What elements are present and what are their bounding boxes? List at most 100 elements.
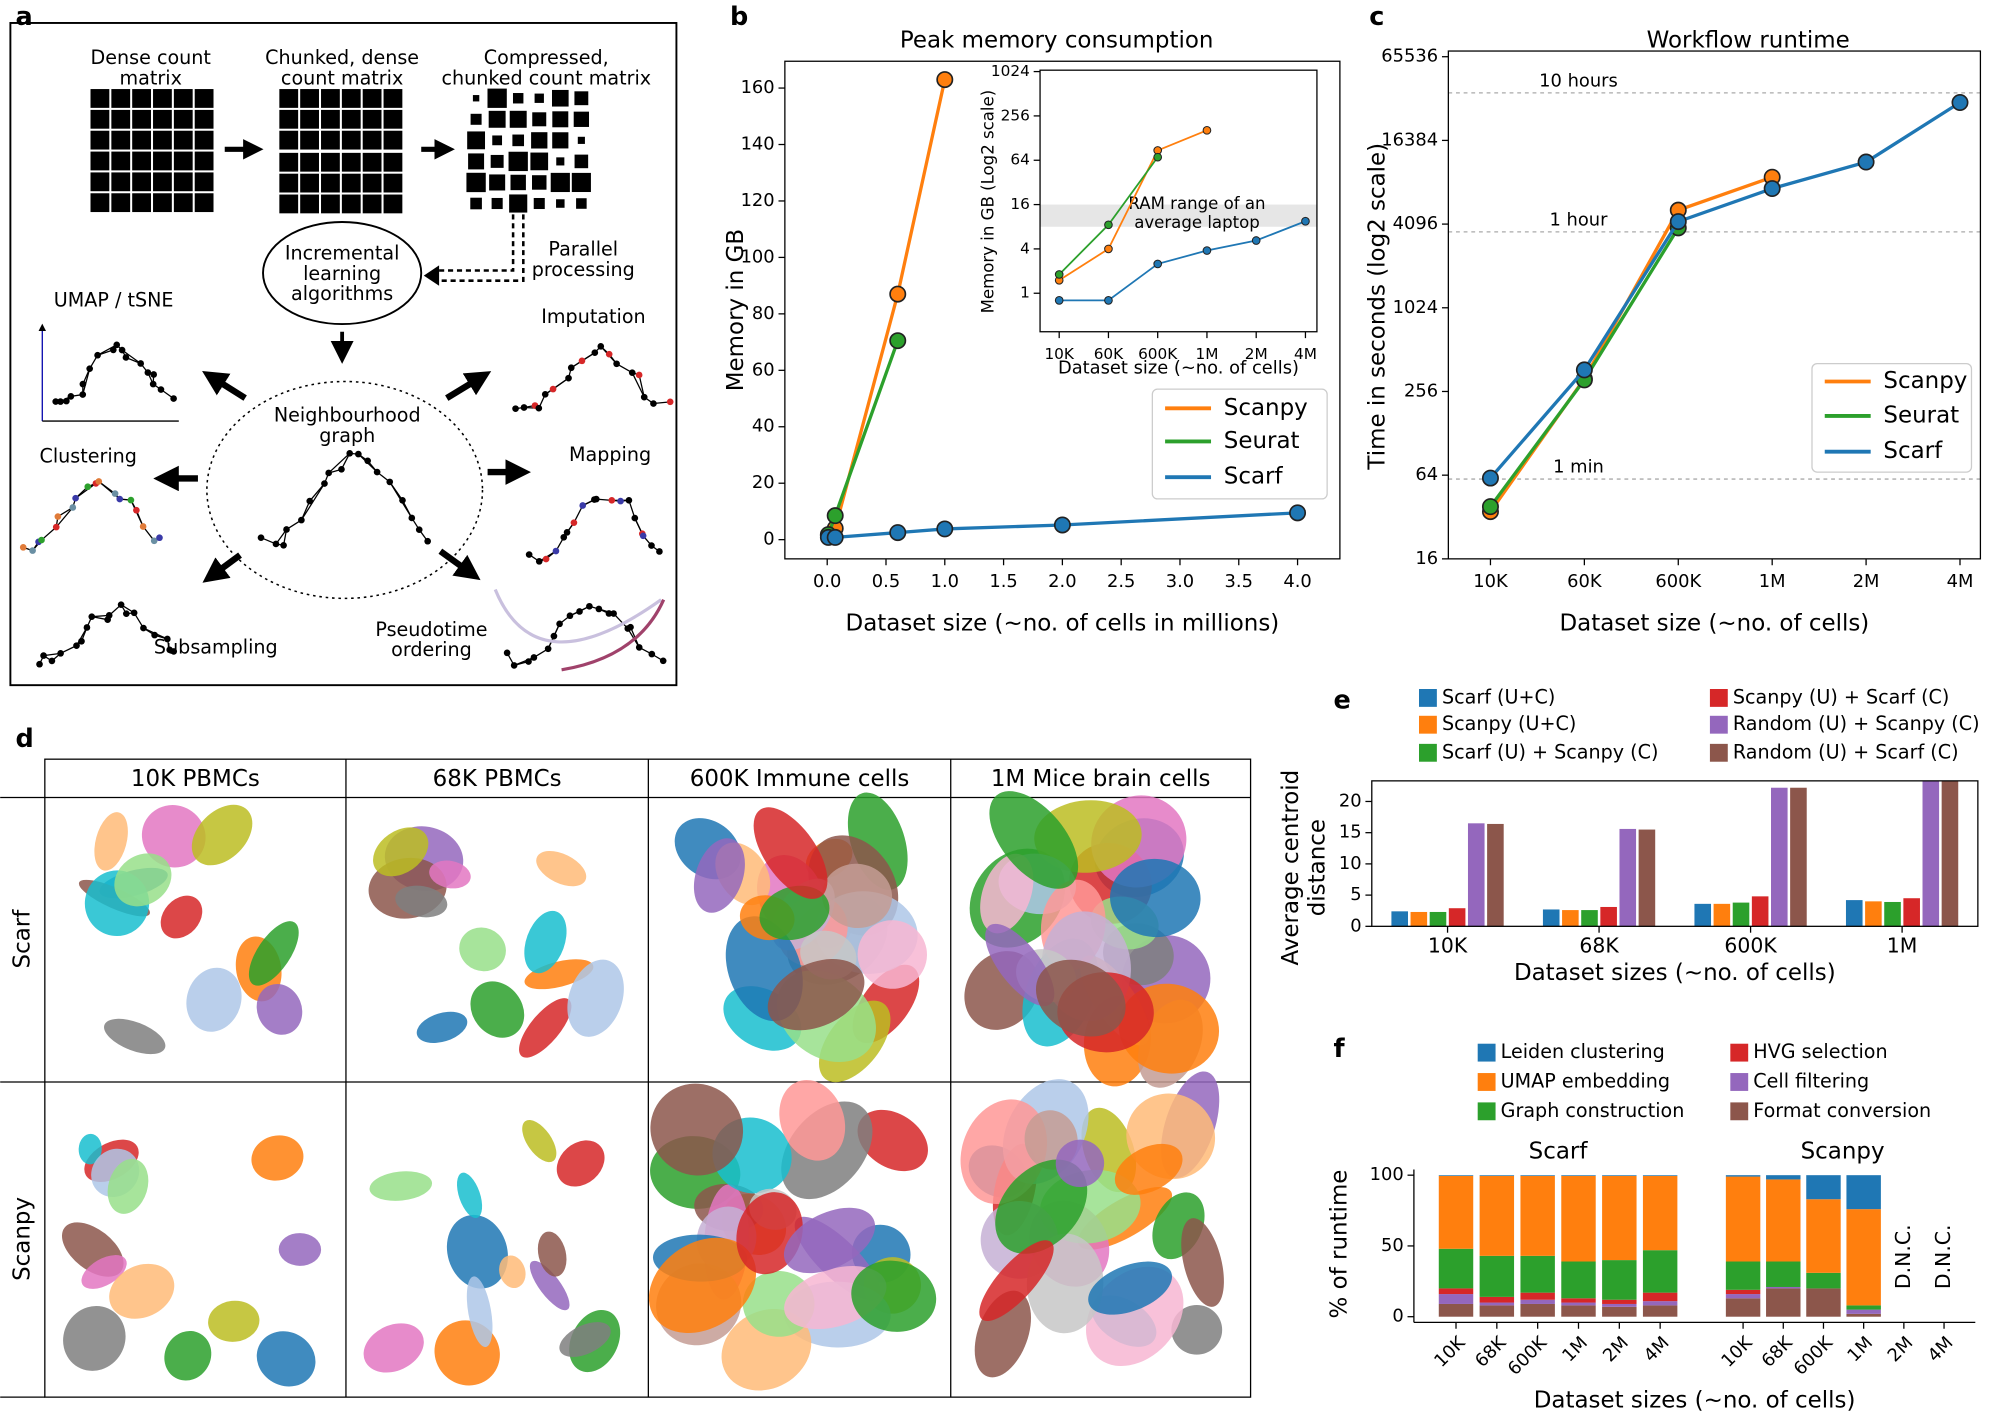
graph-vertex — [628, 369, 636, 377]
chart: Dataset sizes (~no. of cells) Average cen… — [1278, 685, 1980, 986]
graph-vertex — [552, 547, 560, 555]
chart-title: Workflow runtime — [1647, 27, 1850, 53]
graph-vertex — [63, 397, 70, 405]
legend-swatch — [1419, 688, 1437, 707]
cluster-blob — [446, 1214, 508, 1289]
graph-vertex — [84, 483, 92, 491]
x-tick-label: 1M — [1759, 571, 1786, 592]
graph-vertex — [133, 506, 140, 514]
bar-segment — [1438, 1303, 1474, 1317]
reference-label: 1 min — [1553, 457, 1604, 478]
cluster-blob — [1035, 959, 1126, 1037]
bar-segment — [1479, 1175, 1515, 1256]
graph-vertex — [105, 612, 113, 619]
bar-segment — [1520, 1299, 1555, 1304]
compressed-cell — [488, 110, 506, 128]
bar-segment — [1520, 1255, 1555, 1293]
y-tick-label: 65536 — [1381, 46, 1438, 67]
cluster-blob — [160, 895, 203, 939]
cluster-blob — [650, 1083, 744, 1176]
bar-segment — [1561, 1261, 1596, 1299]
compressed-cell — [489, 174, 506, 191]
cluster-blob — [759, 885, 830, 941]
matrix-cell — [173, 109, 193, 129]
bar-segment — [1479, 1302, 1515, 1306]
y-axis-label: Average centroid — [1278, 770, 1304, 966]
compressed-cell — [571, 172, 591, 193]
bar-segment — [1479, 1255, 1515, 1297]
graph-vertex — [650, 400, 657, 407]
y-tick-label: 256 — [1404, 380, 1438, 401]
graph-edge — [638, 374, 645, 398]
y-tick-label: 16384 — [1381, 129, 1438, 150]
cluster-blob — [104, 1018, 166, 1055]
data-point — [1669, 213, 1687, 231]
graph-vertex — [503, 649, 511, 657]
compressed-cell — [556, 199, 565, 208]
bar-segment — [1806, 1199, 1841, 1273]
compressed-cell — [530, 152, 549, 171]
y-tick-label: 0 — [1350, 915, 1361, 936]
compressed-cell — [508, 151, 528, 172]
matrix-cell — [321, 109, 340, 129]
graph-vertex — [338, 466, 345, 473]
graph-vertex — [549, 385, 557, 393]
legend-label: Scarf (U) + Scanpy (C) — [1442, 740, 1658, 763]
compressed-cell — [466, 172, 486, 193]
matrix-cell — [279, 173, 299, 193]
x-tick-label: 60K — [1094, 345, 1124, 363]
diagram-label: ordering — [391, 638, 472, 661]
matrix-cell — [153, 89, 172, 108]
data-point — [1053, 516, 1071, 534]
compressed-cell — [574, 91, 589, 106]
x-axis-label: Dataset sizes (~no. of cells) — [1534, 1387, 1856, 1413]
bar — [1467, 823, 1485, 927]
cluster-blob — [1055, 1139, 1105, 1188]
y-tick-label: 140 — [741, 134, 775, 155]
cluster-blob — [369, 1171, 433, 1201]
x-tick-label: 2.0 — [1048, 571, 1076, 592]
graph-vertex — [94, 351, 101, 359]
matrix-cell — [279, 194, 299, 214]
matrix-cell — [341, 173, 361, 193]
graph-vertex — [54, 513, 62, 520]
compressed-cell — [472, 95, 480, 102]
graph-vertex — [170, 648, 178, 655]
cluster-blob — [499, 1255, 526, 1289]
series-line — [1058, 129, 1208, 282]
compressed-cell — [534, 93, 544, 103]
bar-segment — [1846, 1313, 1881, 1317]
legend-label: Random (U) + Scarf (C) — [1733, 740, 1959, 763]
graph-edge — [75, 627, 88, 646]
matrix-cell — [173, 193, 193, 213]
legend-swatch — [1730, 1043, 1749, 1062]
graph-vertex — [570, 519, 578, 526]
matrix-cell — [383, 152, 403, 172]
chart: Dataset size (~no. of cells) Memory in GB… — [979, 62, 1318, 379]
cluster-blob — [779, 1079, 846, 1161]
cluster-blob — [857, 1109, 928, 1172]
graph-vertex — [535, 404, 543, 412]
bar-segment — [1806, 1272, 1841, 1289]
panel-label: d — [15, 724, 33, 754]
graph-vertex — [156, 534, 163, 542]
bar-segment — [1602, 1306, 1637, 1317]
group-label: Scarf — [1529, 1139, 1589, 1165]
graph-vertex — [298, 516, 305, 524]
matrix-cell — [279, 130, 299, 150]
x-tick-label: 0.5 — [872, 571, 900, 592]
data-point — [1153, 152, 1163, 162]
axes-frame — [784, 60, 1341, 560]
data-point — [1153, 259, 1163, 269]
y-tick-label: 60 — [752, 359, 775, 380]
bar-segment — [1520, 1175, 1555, 1176]
diagram-label: count matrix — [281, 67, 403, 90]
compressed-cell — [487, 88, 507, 108]
matrix-cell — [279, 152, 299, 172]
compressed-cell — [492, 135, 503, 146]
cluster-blob — [456, 1172, 483, 1218]
matrix-cell — [111, 109, 131, 129]
matrix-cell — [173, 89, 193, 108]
